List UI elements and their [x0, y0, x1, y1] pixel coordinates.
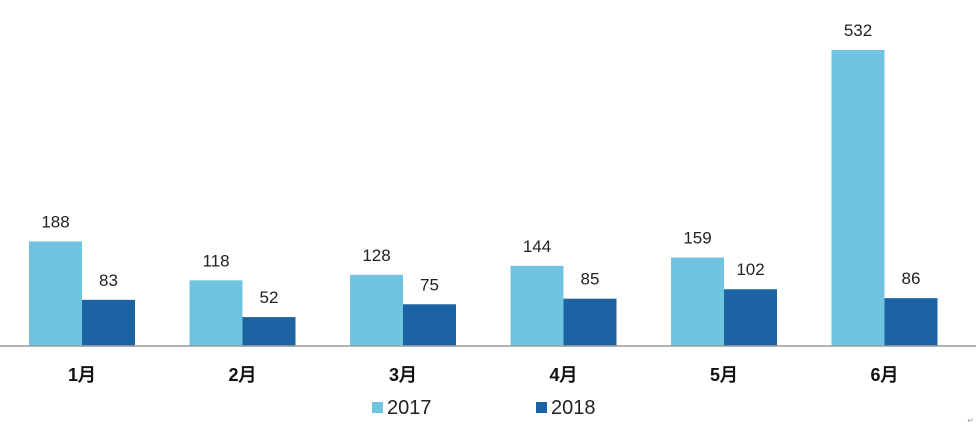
category-label-4: 4月 [549, 365, 577, 385]
data-label-2017-1: 188 [41, 212, 69, 231]
category-label-6: 6月 [870, 365, 898, 385]
data-label-2017-5: 159 [683, 229, 711, 248]
data-label-2017-6: 532 [844, 21, 872, 40]
bar-2018-3 [403, 304, 456, 346]
data-label-2017-3: 128 [362, 246, 390, 265]
data-label-2018-4: 85 [581, 270, 600, 289]
legend-label-2018: 2018 [551, 397, 596, 419]
data-label-2017-2: 118 [202, 251, 229, 270]
bar-2018-1 [82, 299, 135, 346]
bars-layer [29, 49, 938, 346]
category-label-1: 1月 [68, 365, 96, 385]
data-label-2017-4: 144 [523, 237, 551, 256]
legend: 2017 2018 [372, 397, 596, 419]
legend-swatch-2018 [536, 402, 547, 413]
bar-2018-6 [884, 298, 938, 346]
legend-swatch-2017 [372, 402, 383, 413]
bar-2017-5 [671, 257, 724, 346]
data-label-2018-1: 83 [99, 271, 118, 290]
bar-2017-2 [189, 280, 243, 346]
legend-label-2017: 2017 [387, 397, 432, 419]
data-label-2018-5: 102 [736, 260, 764, 279]
labels-layer: 188 83 1月 118 52 2月 128 75 3月 144 85 4月 159 102 5月 532 8… [41, 21, 920, 385]
data-label-2018-6: 86 [902, 269, 921, 288]
paragraph-mark: ↵ [967, 416, 974, 425]
category-label-3: 3月 [389, 365, 417, 385]
bar-2017-6 [831, 49, 885, 346]
bar-2017-4 [510, 265, 564, 346]
category-label-2: 2月 [228, 365, 256, 385]
bar-2018-4 [563, 298, 617, 346]
category-label-5: 5月 [710, 365, 738, 385]
data-label-2018-3: 75 [420, 275, 439, 294]
bar-2017-3 [350, 274, 403, 346]
bar-2018-5 [724, 289, 777, 346]
data-label-2018-2: 52 [260, 288, 279, 307]
bar-2018-2 [242, 317, 296, 346]
bar-2017-1 [29, 241, 82, 346]
